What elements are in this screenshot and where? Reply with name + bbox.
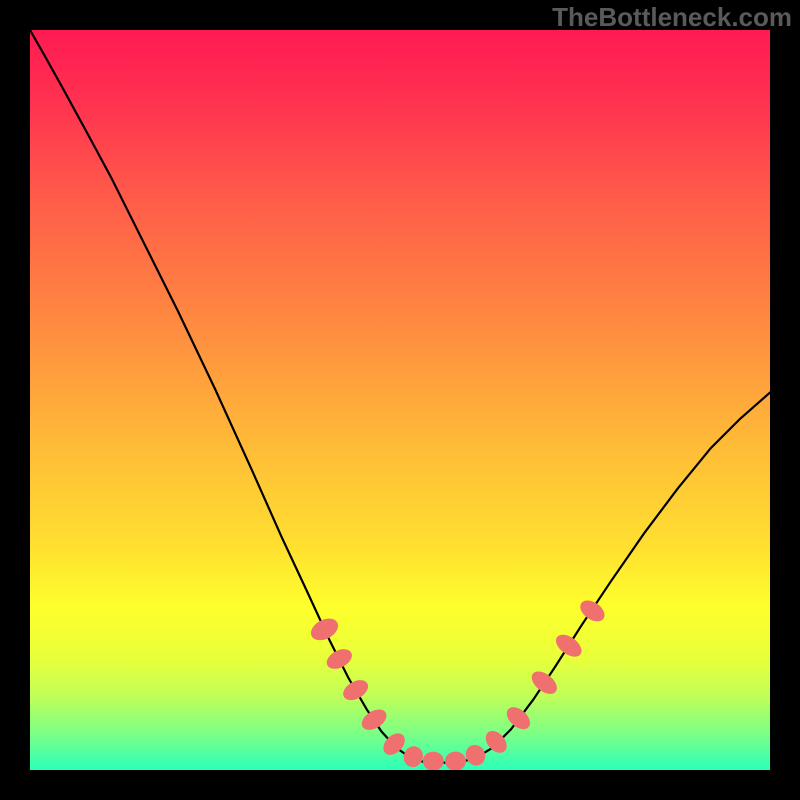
watermark-label: TheBottleneck.com [552, 2, 792, 33]
chart-frame [0, 0, 800, 800]
gradient-background [30, 30, 770, 770]
bottleneck-chart [30, 30, 770, 770]
curve-marker [423, 752, 443, 770]
curve-marker [446, 752, 466, 770]
